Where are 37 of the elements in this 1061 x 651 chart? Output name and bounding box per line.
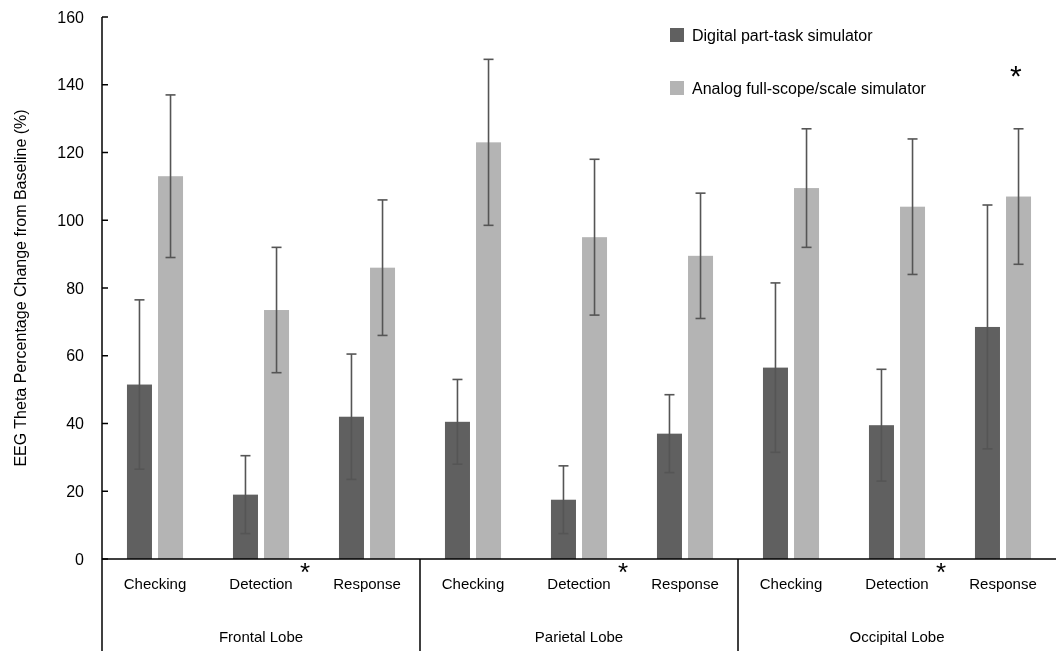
legend-label: Digital part-task simulator	[692, 26, 874, 44]
bar	[264, 310, 290, 559]
bar	[582, 237, 608, 559]
x-tick-label: Detection	[547, 575, 611, 592]
y-tick-label: 20	[66, 482, 85, 500]
y-tick-label: 140	[57, 76, 85, 94]
y-axis-title: EEG Theta Percentage Change from Baseline (%)	[12, 109, 29, 467]
y-tick-label: 80	[66, 279, 85, 297]
legend-label: Analog full-scope/scale simulator	[692, 79, 927, 97]
bar	[158, 176, 184, 559]
x-tick-label: Checking	[441, 575, 505, 592]
text: Occipital Lobe	[849, 628, 945, 645]
annotation: *	[935, 557, 947, 587]
x-tick-label: Response	[969, 575, 1037, 592]
bar	[900, 206, 926, 559]
x-tick-label: Checking	[123, 575, 187, 592]
bar	[476, 142, 502, 559]
x-tick-label: Response	[333, 575, 401, 592]
y-tick-label: 0	[75, 550, 85, 568]
y-tick-label: 120	[57, 144, 85, 162]
bar	[794, 188, 820, 559]
x-tick-label: Checking	[759, 575, 823, 592]
annotation: *	[299, 557, 311, 587]
x-tick-label: Response	[651, 575, 719, 592]
annotation: *	[1010, 59, 1022, 92]
annotation: *	[617, 557, 629, 587]
y-tick-label: 60	[66, 347, 85, 365]
bar	[370, 267, 396, 559]
y-tick-label: 160	[57, 8, 85, 26]
text: Parietal Lobe	[534, 628, 624, 645]
y-tick-label: 100	[57, 211, 85, 229]
y-tick-label: 40	[66, 415, 85, 433]
x-tick-label: Detection	[229, 575, 293, 592]
x-tick-label: Detection	[865, 575, 929, 592]
bar	[688, 255, 714, 559]
bar	[1006, 196, 1032, 559]
text: Frontal Lobe	[218, 628, 304, 645]
